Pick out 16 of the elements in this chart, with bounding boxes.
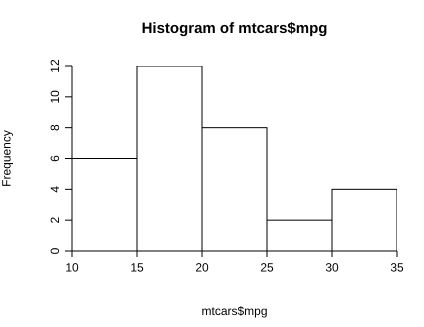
- y-tick-label: 6: [48, 154, 62, 162]
- y-axis-title: Frequency: [0, 130, 14, 187]
- x-tick-label: 35: [390, 260, 404, 275]
- y-tick-label: 4: [48, 186, 62, 193]
- y-tick-label: 12: [48, 59, 62, 73]
- y-tick-label: 0: [48, 247, 62, 254]
- x-tick-label: 30: [325, 260, 339, 275]
- x-tick-label: 25: [260, 260, 274, 275]
- chart-title: Histogram of mtcars$mpg: [140, 20, 328, 37]
- x-tick-label: 15: [130, 260, 144, 275]
- x-axis-title: mtcars$mpg: [201, 304, 268, 318]
- x-tick-label: 10: [65, 260, 79, 275]
- y-tick-label: 10: [48, 90, 62, 104]
- y-tick-label: 8: [48, 124, 62, 132]
- y-tick-label: 2: [48, 216, 62, 224]
- x-tick-label: 20: [195, 260, 209, 275]
